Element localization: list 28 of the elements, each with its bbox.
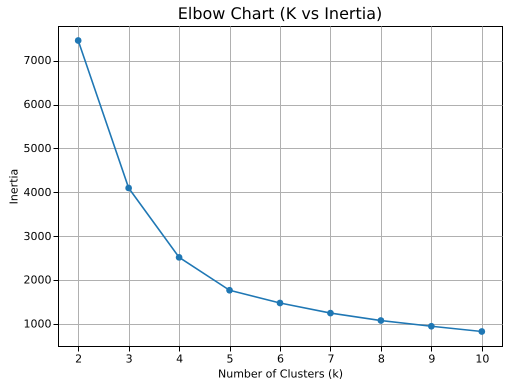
point (378, 317, 384, 324)
x-tick-label: 9 (428, 352, 436, 366)
y-tick-label: 4000 (24, 186, 52, 199)
point (276, 300, 284, 306)
x-tick-label: 5 (226, 352, 234, 366)
x-tick-label: 3 (126, 352, 133, 366)
chart-title: Elbow Chart (K vs Inertia) (178, 4, 382, 23)
point (226, 286, 233, 294)
point (478, 328, 486, 335)
y-tick-label: 6000 (24, 98, 52, 112)
point (125, 184, 132, 192)
x-tick-label: 6 (277, 352, 284, 366)
point (327, 310, 334, 316)
x-tick-label: 2 (75, 352, 82, 366)
y-tick-label: 2000 (24, 274, 52, 287)
x-axis-title: Number of Clusters (k) (218, 368, 344, 380)
point (176, 254, 182, 261)
x-tick-label: 8 (378, 352, 385, 366)
point (74, 37, 82, 44)
y-tick-label: 7000 (24, 54, 52, 68)
y-tick-label: 1000 (24, 318, 52, 331)
x-tick-label: 7 (327, 352, 334, 366)
point (428, 322, 435, 330)
x-tick-label: 4 (176, 352, 184, 366)
x-tick-label: 10 (475, 352, 490, 366)
y-tick-label: 5000 (24, 142, 52, 155)
y-axis-title: Inertia (8, 168, 21, 204)
y-tick-label: 3000 (24, 230, 52, 243)
